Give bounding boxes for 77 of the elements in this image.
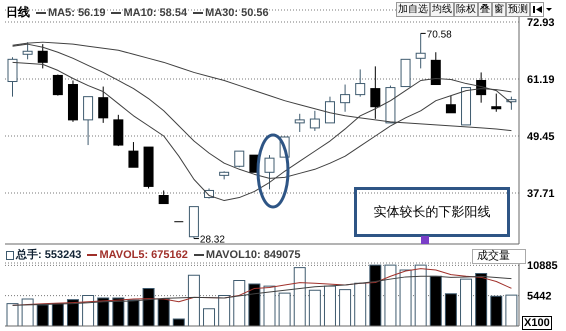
annotation: 均线: [430, 2, 454, 17]
candlestick: [52, 74, 63, 96]
candlestick: [416, 32, 426, 69]
y-tick-label: 72.93: [527, 16, 555, 29]
bar: [127, 300, 140, 326]
bar: [324, 286, 336, 326]
bar: [505, 294, 518, 326]
text: X100: [522, 316, 552, 330]
bar: [430, 276, 442, 326]
bar: [264, 286, 276, 326]
bar: [354, 282, 366, 326]
y-tick-label: 37.71: [527, 188, 555, 200]
annotation: 70.58: [426, 29, 452, 40]
bar: [490, 296, 502, 326]
legend-label: MAVOL10: 849075: [204, 248, 300, 262]
candlestick: [234, 150, 244, 168]
candlestick: [128, 142, 138, 168]
candlestick: [340, 84, 350, 112]
bar: [22, 298, 34, 326]
bar: [369, 264, 382, 326]
candlestick: [370, 66, 380, 120]
bar: [36, 304, 49, 326]
annotation: 加自选: [396, 2, 430, 17]
candlestick: [324, 96, 335, 124]
legend-label: 总手: 553243: [14, 248, 82, 262]
line-series: [12, 276, 512, 306]
candlestick: [38, 44, 48, 69]
bar: [248, 284, 260, 326]
bar: [460, 278, 472, 326]
candlestick: [355, 68, 366, 98]
bar: [188, 274, 200, 326]
bar: [112, 298, 124, 326]
text: 成交量: [472, 249, 526, 264]
annotation: 除权: [454, 2, 478, 17]
bar: [97, 298, 110, 326]
candlestick: [158, 190, 169, 204]
bar: [308, 290, 321, 326]
bar: [158, 298, 170, 326]
bar: [444, 293, 457, 326]
bar: [82, 295, 94, 326]
candlestick: [83, 96, 94, 146]
candlestick: [98, 86, 108, 124]
bar: [66, 299, 79, 326]
bar: [400, 270, 412, 326]
annotation: 叠: [478, 2, 492, 17]
chart-title: 日线: [6, 4, 30, 21]
bar: [142, 288, 155, 326]
y-tick-label: 10885: [527, 260, 558, 272]
candlestick: [310, 110, 320, 132]
bar: [475, 273, 488, 326]
candlestick: [294, 113, 305, 132]
candlestick: [446, 95, 456, 114]
bar: [172, 318, 185, 326]
bar: [218, 295, 230, 326]
annotation: 预测: [506, 2, 530, 17]
bar: [52, 303, 64, 326]
candlestick: [491, 93, 502, 112]
bar: [414, 264, 427, 326]
bar: [278, 292, 291, 326]
y-tick-label: 5442: [527, 290, 552, 303]
candlestick: [8, 56, 18, 98]
y-tick-label: 49.45: [527, 130, 555, 143]
bar: [339, 289, 352, 326]
candlestick: [264, 154, 274, 190]
bar: [6, 303, 18, 326]
bar: [384, 264, 396, 326]
candlestick: [22, 42, 33, 60]
legend-label: MAVOL5: 675162: [98, 248, 188, 262]
legend-label: MA30: 50.56: [204, 6, 269, 20]
annotation: 窗: [492, 2, 506, 17]
legend-label: MA10: 58.54: [122, 6, 188, 20]
bar: [294, 267, 306, 326]
bar: [233, 280, 246, 326]
legend-label: MA5: 56.19: [47, 6, 106, 20]
bar: [203, 308, 216, 326]
annotation: 28.32: [200, 234, 226, 246]
y-tick-label: 61.19: [527, 74, 555, 86]
